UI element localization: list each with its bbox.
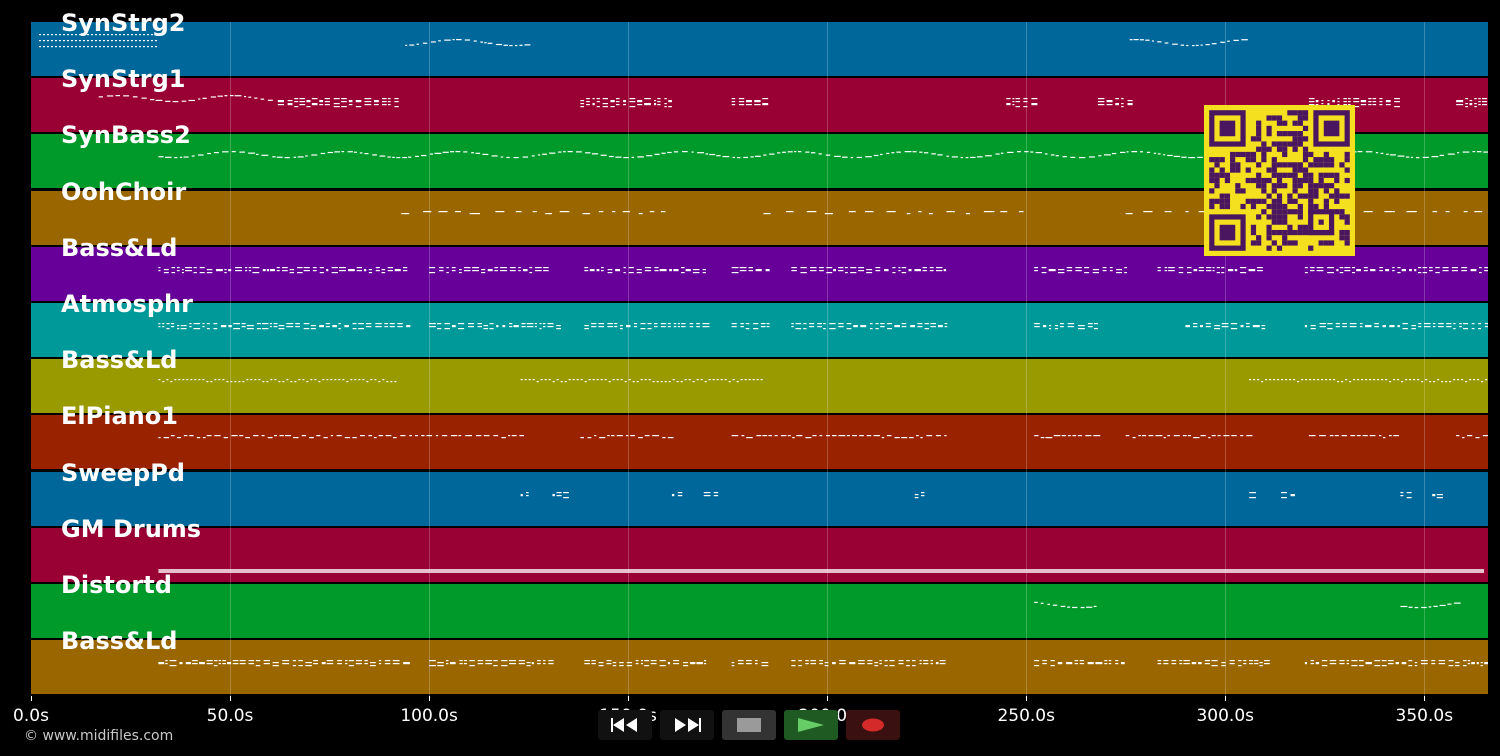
axis-tick-label: 250.0s — [997, 706, 1055, 726]
axis-tick-mark — [31, 696, 32, 701]
axis-tick-label: 0.0s — [13, 706, 49, 726]
axis-tick-mark — [1026, 696, 1028, 701]
axis-tick-label: 300.0s — [1196, 706, 1255, 726]
track-notes — [1034, 601, 1461, 609]
track-label: SynStrg1 — [61, 65, 186, 93]
track-label: OohChoir — [61, 178, 187, 206]
axis-tick-label: 50.0s — [206, 706, 254, 726]
track-label: Atmosphr — [61, 290, 193, 318]
axis-tick-label: 100.0s — [400, 706, 458, 726]
track-notes — [158, 151, 1488, 159]
track-label: Distortd — [61, 571, 172, 599]
fast-forward-icon — [675, 718, 701, 732]
track-label: SynBass2 — [61, 121, 191, 149]
play-button[interactable] — [784, 710, 838, 740]
track-label: ElPiano1 — [61, 402, 178, 430]
rewind-icon — [611, 718, 637, 732]
track-notes — [158, 569, 1485, 573]
track-row[interactable] — [31, 247, 1488, 301]
rewind-button[interactable] — [598, 710, 652, 740]
track-label: Bass&Ld — [61, 234, 178, 262]
track-notes — [520, 492, 1443, 499]
track-notes — [158, 435, 1488, 439]
track-label: Bass&Ld — [61, 346, 178, 374]
axis-tick-mark — [628, 696, 630, 701]
track-label: SynStrg2 — [61, 9, 186, 37]
track-notes — [158, 660, 1488, 667]
timeline[interactable] — [31, 22, 1488, 696]
axis-tick-mark — [827, 696, 829, 701]
track-row[interactable] — [31, 359, 1488, 413]
track-notes — [38, 34, 1248, 48]
transport-controls — [598, 710, 900, 740]
stop-button[interactable] — [722, 710, 776, 740]
axis-tick-label: 350.0s — [1395, 706, 1454, 726]
track-row[interactable] — [31, 640, 1488, 694]
record-button[interactable] — [846, 710, 900, 740]
track-notes — [158, 323, 1488, 330]
track-notes — [158, 267, 1488, 274]
track-notes — [98, 95, 1487, 108]
track-row[interactable] — [31, 528, 1488, 582]
stop-icon — [737, 718, 761, 732]
axis-tick-mark — [429, 696, 431, 701]
play-icon — [798, 718, 824, 732]
axis-tick-mark — [230, 696, 232, 701]
track-row[interactable] — [31, 303, 1488, 357]
track-notes — [158, 379, 1488, 383]
copyright-text: © www.midifiles.com — [24, 728, 174, 744]
track-row[interactable] — [31, 22, 1488, 76]
track-label: GM Drums — [61, 515, 202, 543]
track-row[interactable] — [31, 472, 1488, 526]
record-icon — [862, 718, 884, 732]
track-row[interactable] — [31, 415, 1488, 469]
track-notes — [401, 211, 1483, 215]
qr-code-icon — [1204, 105, 1355, 256]
axis-tick-mark — [1424, 696, 1426, 701]
track-row[interactable] — [31, 584, 1488, 638]
track-label: Bass&Ld — [61, 627, 178, 655]
track-label: SweepPd — [61, 459, 185, 487]
axis-tick-mark — [1225, 696, 1227, 701]
fast-forward-button[interactable] — [660, 710, 714, 740]
